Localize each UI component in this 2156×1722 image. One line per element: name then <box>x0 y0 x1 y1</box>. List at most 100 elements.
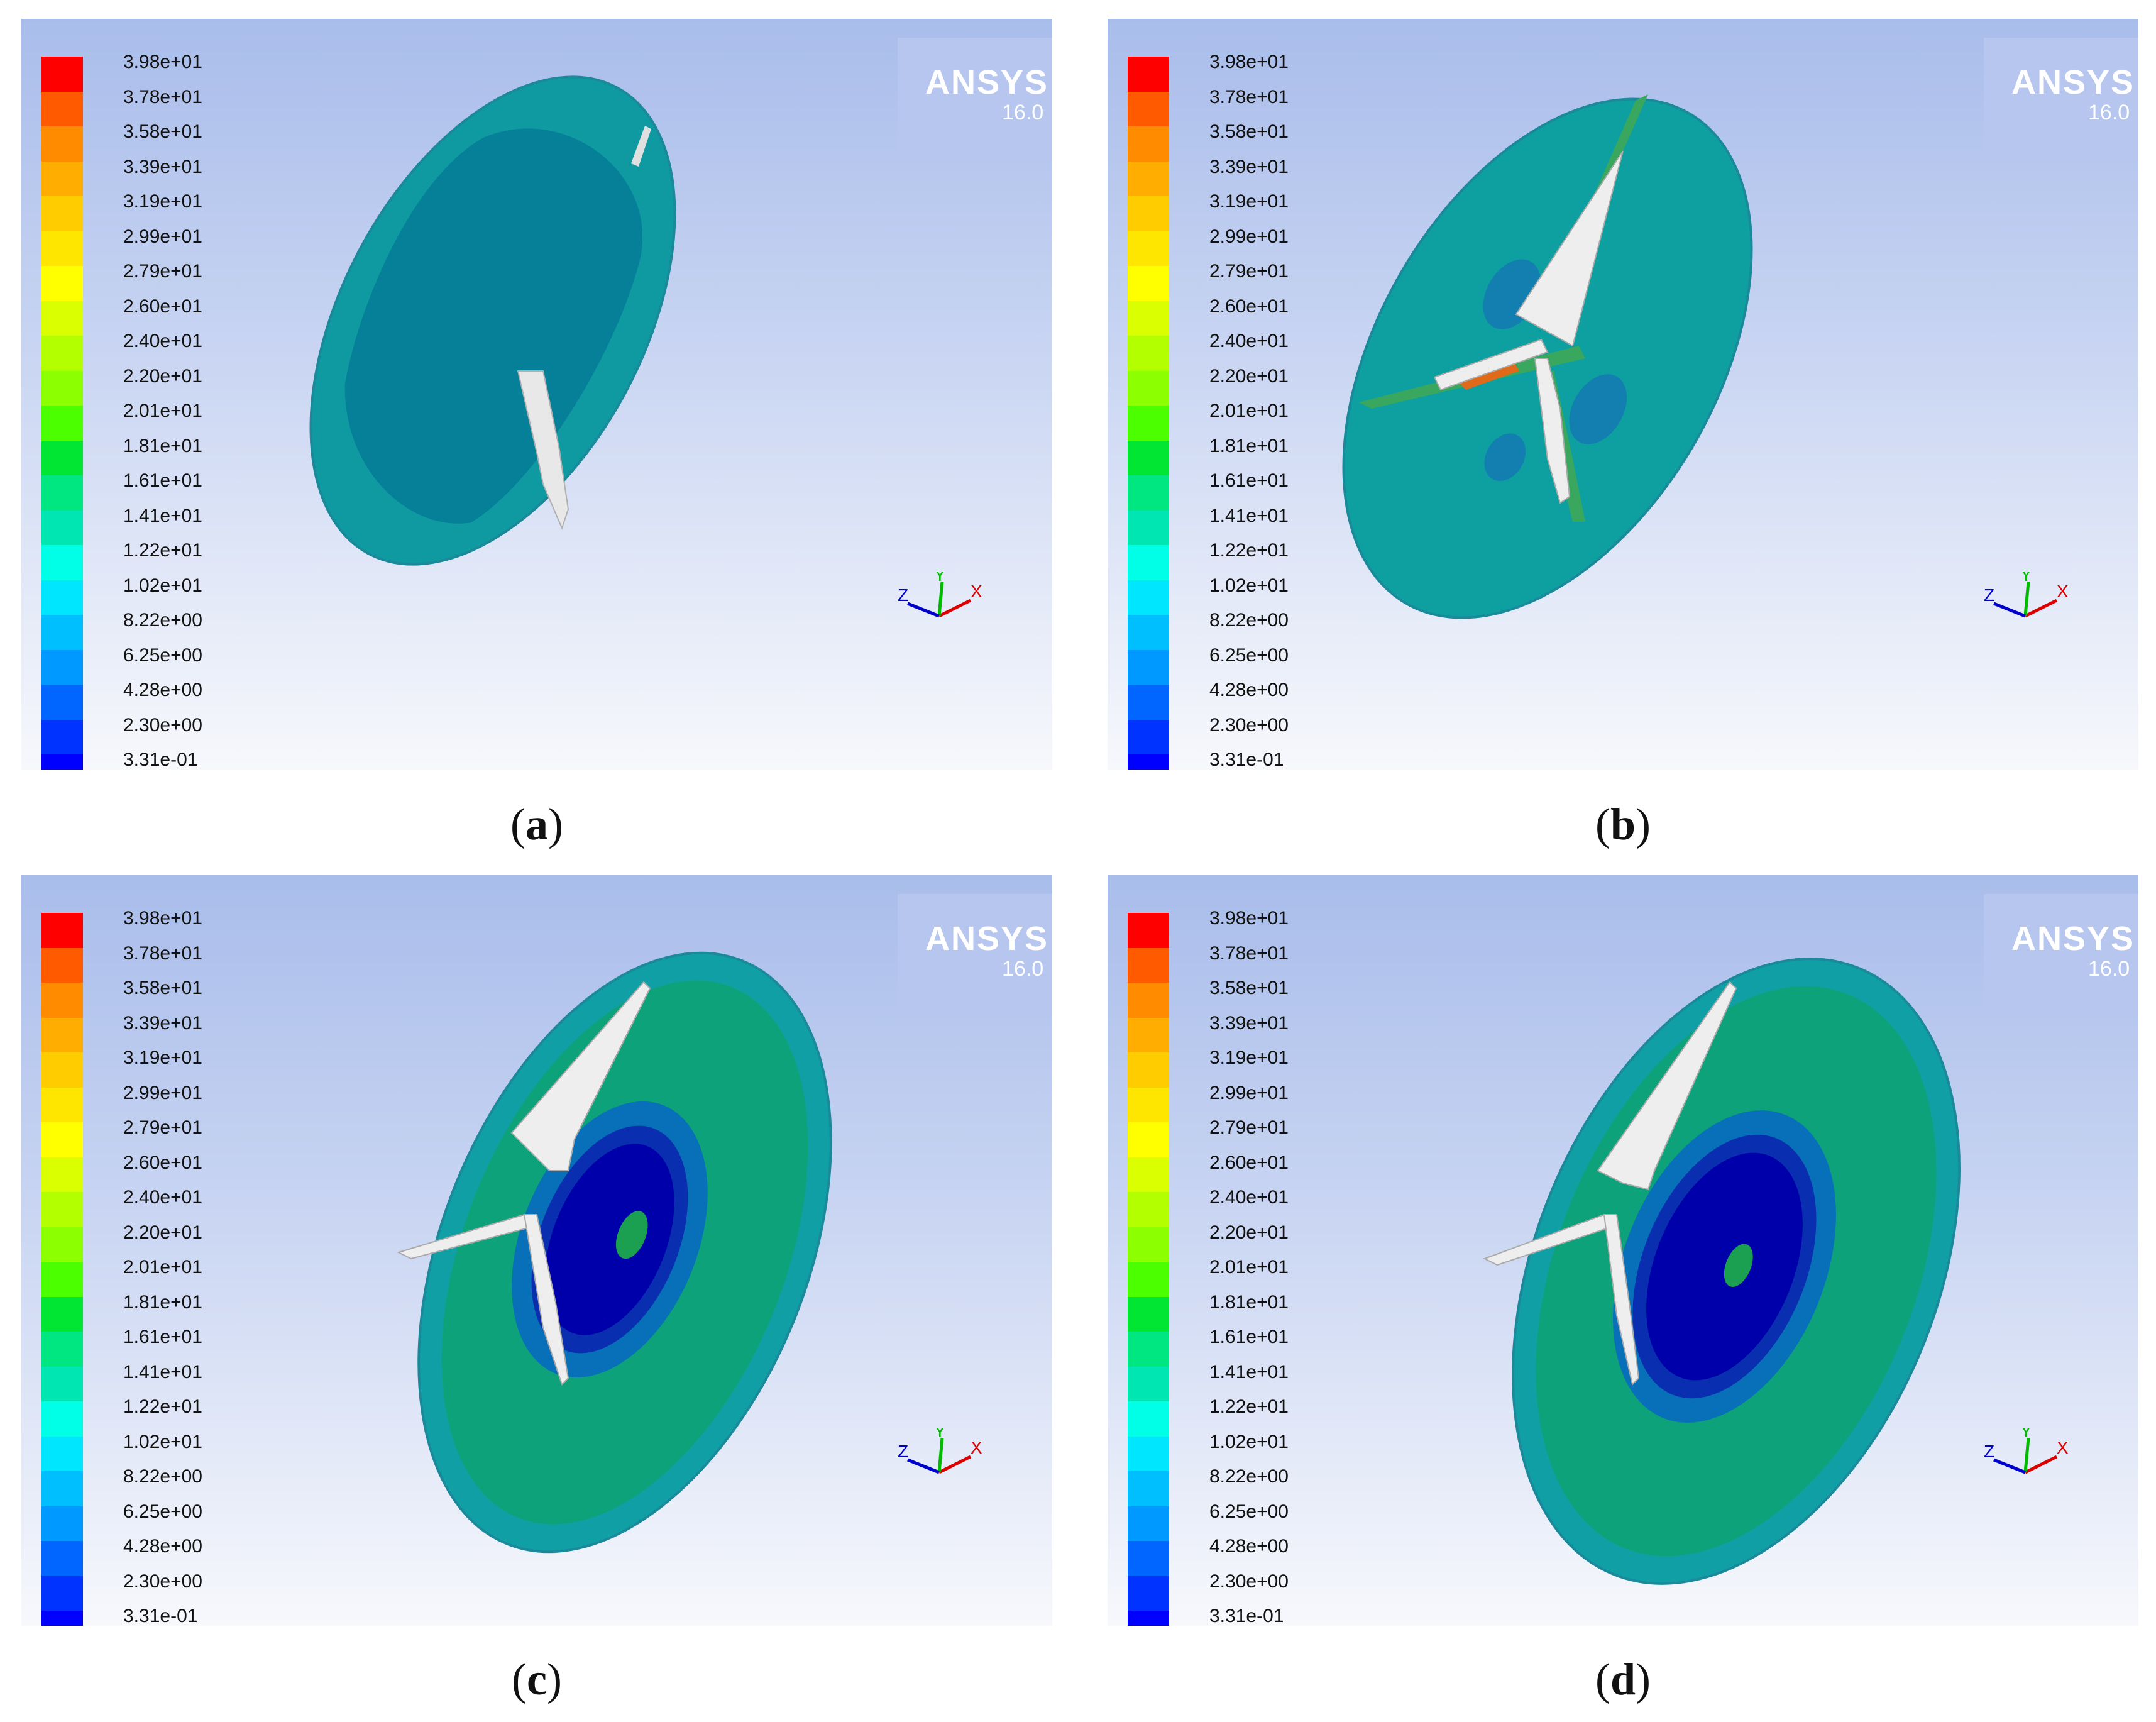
legend-swatch <box>1128 1506 1169 1542</box>
legend-swatch <box>1128 1192 1169 1227</box>
legend-label: 2.60e+01 <box>1209 1152 1289 1173</box>
legend-label: 8.22e+00 <box>1209 610 1289 631</box>
legend-label: 2.20e+01 <box>123 1222 202 1243</box>
legend-label: 2.79e+01 <box>1209 261 1289 282</box>
legend-label: 8.22e+00 <box>123 610 202 631</box>
logo-name: ANSYS <box>925 63 1049 101</box>
axis-z-label: Z <box>898 585 908 605</box>
legend-label: 1.81e+01 <box>1209 435 1289 456</box>
legend-swatch <box>41 580 83 615</box>
legend-swatch <box>41 1436 83 1472</box>
legend-label: 1.41e+01 <box>1209 505 1289 526</box>
legend-swatch <box>1128 685 1169 720</box>
legend-swatch <box>41 57 83 92</box>
legend-label: 2.79e+01 <box>123 1117 202 1138</box>
logo-version: 16.0 <box>2088 957 2130 981</box>
legend-label: 3.98e+01 <box>1209 52 1289 72</box>
legend-label: 4.28e+00 <box>1209 1536 1289 1557</box>
color-legend: 3.98e+01 3.78e+01 3.58e+01 3.39e+01 3.19e+01… <box>1128 52 1316 770</box>
axis-z-label: Z <box>898 1442 908 1461</box>
contour-plot <box>397 951 832 1554</box>
legend-label: 2.60e+01 <box>123 1152 202 1173</box>
legend-label: 2.20e+01 <box>1209 1222 1289 1243</box>
legend-label: 1.02e+01 <box>123 1431 202 1452</box>
axis-y-label: Y <box>2020 572 2032 585</box>
legend-swatch <box>41 266 83 301</box>
legend-swatch <box>1128 196 1169 231</box>
legend-swatch <box>1128 231 1169 267</box>
legend-swatch <box>41 913 83 948</box>
legend-label: 3.19e+01 <box>1209 191 1289 212</box>
panel-b: 3.98e+01 3.78e+01 3.58e+01 3.39e+01 3.19e+01… <box>1108 19 2138 770</box>
color-legend: 3.98e+01 3.78e+01 3.58e+01 3.39e+01 3.19e+01… <box>41 52 230 770</box>
legend-label: 2.30e+00 <box>123 1570 202 1592</box>
legend-label: 8.22e+00 <box>1209 1466 1289 1487</box>
legend-swatch <box>1128 301 1169 336</box>
legend-label: 8.22e+00 <box>123 1466 202 1487</box>
legend-swatch <box>1128 440 1169 476</box>
logo-name: ANSYS <box>2011 920 2135 958</box>
legend-swatch <box>1128 57 1169 92</box>
legend-swatch <box>1128 913 1169 948</box>
legend-swatch <box>41 719 83 755</box>
legend-label: 4.28e+00 <box>1209 680 1289 700</box>
legend-label: 6.25e+00 <box>123 644 202 666</box>
color-legend: 3.98e+01 3.78e+01 3.58e+01 3.39e+01 3.19e+01… <box>1128 908 1316 1626</box>
axis-triad-icon: X Y Z <box>1984 1428 2069 1474</box>
legend-label: 1.02e+01 <box>1209 575 1289 596</box>
legend-label: 3.31e-01 <box>123 1606 198 1626</box>
legend-label: 1.41e+01 <box>123 1361 202 1383</box>
legend-swatch <box>41 1401 83 1437</box>
legend-label: 2.01e+01 <box>123 1257 202 1278</box>
legend-label: 3.58e+01 <box>1209 121 1289 142</box>
legend-label: 2.20e+01 <box>123 365 202 387</box>
axis-z-label: Z <box>1984 585 1994 605</box>
contour-plot <box>1483 958 1961 1585</box>
legend-swatch <box>41 1611 83 1626</box>
legend-label: 2.99e+01 <box>1209 226 1289 247</box>
legend-swatch <box>41 1332 83 1367</box>
legend-label: 3.78e+01 <box>123 942 202 964</box>
legend-swatch <box>1128 1366 1169 1402</box>
legend-label: 2.30e+00 <box>1209 1570 1289 1592</box>
legend-swatch <box>41 370 83 406</box>
legend-swatch <box>1128 1576 1169 1611</box>
legend-label: 6.25e+00 <box>1209 644 1289 666</box>
ansys-logo: ANSYS 16.0 <box>1984 894 2138 1017</box>
legend-label: 1.02e+01 <box>123 575 202 596</box>
caption-a: (a) <box>510 799 563 849</box>
legend-swatch <box>1128 91 1169 127</box>
legend-swatch <box>1128 161 1169 197</box>
legend-swatch <box>41 1052 83 1088</box>
legend-swatch <box>1128 1296 1169 1332</box>
legend-label: 2.60e+01 <box>1209 295 1289 317</box>
legend-label: 3.78e+01 <box>1209 86 1289 108</box>
legend-label: 2.30e+00 <box>1209 714 1289 736</box>
legend-label: 3.98e+01 <box>123 908 202 929</box>
legend-swatch <box>1128 1541 1169 1576</box>
axis-y-label: Y <box>934 1428 946 1441</box>
legend-swatch <box>41 1122 83 1157</box>
legend-swatch <box>1128 1262 1169 1297</box>
axis-x-label: X <box>2057 1438 2069 1457</box>
caption-b: (b) <box>1595 799 1651 849</box>
legend-swatch <box>1128 947 1169 983</box>
legend-label: 3.58e+01 <box>1209 978 1289 998</box>
legend-label: 1.02e+01 <box>1209 1431 1289 1452</box>
legend-swatch <box>1128 475 1169 511</box>
axis-z-label: Z <box>1984 1442 1994 1461</box>
legend-label: 1.61e+01 <box>123 1327 202 1347</box>
legend-swatch <box>41 1227 83 1262</box>
logo-name: ANSYS <box>925 920 1049 958</box>
logo-version: 16.0 <box>2088 101 2130 124</box>
legend-label: 3.39e+01 <box>123 156 202 177</box>
legend-swatch <box>41 510 83 546</box>
legend-swatch <box>1128 126 1169 162</box>
legend-label: 2.01e+01 <box>123 400 202 421</box>
legend-swatch <box>41 231 83 267</box>
legend-swatch <box>1128 649 1169 685</box>
legend-label: 3.39e+01 <box>123 1012 202 1034</box>
legend-swatch <box>41 336 83 371</box>
legend-swatch <box>1128 336 1169 371</box>
legend-swatch <box>41 1471 83 1506</box>
